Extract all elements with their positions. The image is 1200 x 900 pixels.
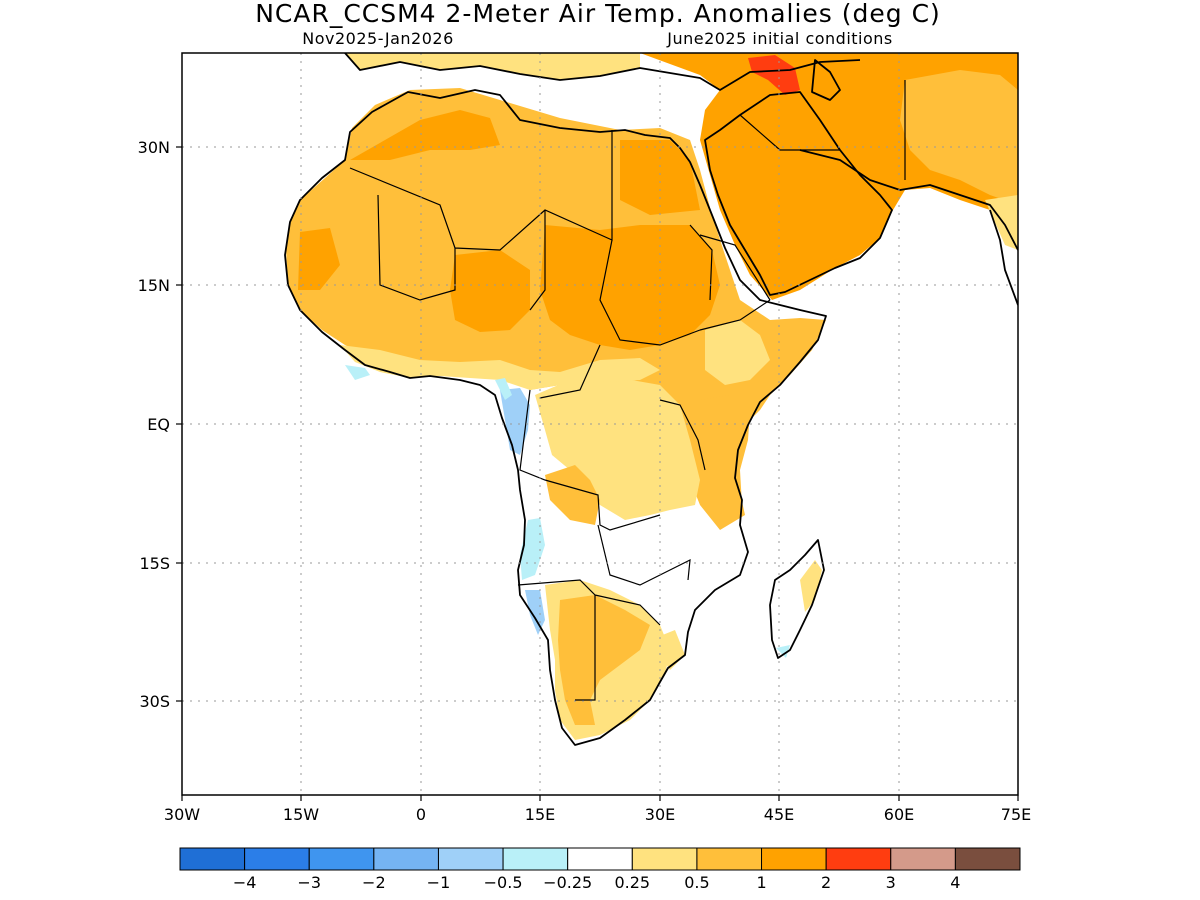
anomaly-region-guinea-coast [340,345,660,390]
figure-title: NCAR_CCSM4 2-Meter Air Temp. Anomalies (… [255,0,941,28]
colorbar-swatch [696,847,763,871]
border-lines [349,80,906,701]
anomaly-region-sahel-west [298,228,340,290]
colorbar-label: 4 [950,873,960,892]
colorbar-swatch [631,847,698,871]
colorbar-swatch [825,847,892,871]
colorbar-swatch [761,847,827,871]
colorbar-swatch [890,847,956,871]
colorbar-label: 0.5 [684,873,709,892]
anomaly-region-namibia-coast [525,590,545,635]
colorbar-swatch [567,847,633,871]
colorbar-label: 2 [821,873,831,892]
colorbar-label: −0.25 [543,873,592,892]
initial-conditions-label: June2025 initial conditions [666,29,893,48]
lon-tick-label: 30W [164,805,200,824]
country-borders [349,80,906,701]
gridlines [182,53,1018,795]
colorbar-label: −1 [427,873,451,892]
anomaly-region-niger [450,250,530,332]
lat-tick-label: 30S [139,692,170,711]
anomaly-region-ethiopia [705,320,770,385]
lon-tick-label: 15E [525,805,555,824]
colorbar: −4 −3 −2 −1 −0.5 −0.25 0.25 0.5 1 2 3 4 [179,847,1021,892]
anomaly-region-sudan [540,225,720,350]
colorbar-swatch [373,847,439,871]
iran-coastline [799,149,1018,251]
map-area [182,53,1018,795]
colorbar-label: −0.5 [484,873,523,892]
colorbar-swatch [954,847,1021,871]
lon-tick-label: 45E [764,805,794,824]
mediterranean-north-coast [344,53,861,91]
anomaly-shading [286,53,1018,740]
anomaly-region-liberia [345,365,370,380]
africa-coastline [284,89,827,746]
anomaly-region-madagascar [800,560,822,612]
lon-tick-label: 0 [416,805,426,824]
colorbar-label: 1 [756,873,766,892]
colorbar-swatch [179,847,246,871]
anomaly-region-caucasus [748,55,800,95]
lat-tick-label: 15N [138,276,170,295]
coastlines [284,53,1018,746]
colorbar-label: −3 [297,873,321,892]
lon-tick-label: 15W [283,805,319,824]
lon-tick-label: 30E [645,805,675,824]
madagascar-coastline [769,539,825,659]
anomaly-region-mozambique [650,630,685,670]
colorbar-label: −2 [362,873,386,892]
anomaly-region-libya-egypt [620,140,700,215]
anomaly-region-angola [545,465,600,525]
colorbar-swatch [437,847,504,871]
india-coastline [989,209,1018,306]
tick-marks [176,146,1019,801]
colorbar-label: 3 [886,873,896,892]
colorbar-swatch [308,847,375,871]
anomaly-region-botswana [558,595,650,725]
anomaly-region-madagascar-south [776,645,790,658]
caspian-coastline [811,59,841,101]
anomaly-region-europe [345,53,640,80]
arabia-coastline [704,91,893,296]
anomaly-region-angola-coast [520,518,545,580]
anomaly-region-cameroon-coast [495,378,512,400]
colorbar-swatch [502,847,569,871]
colorbar-label: −4 [233,873,257,892]
anomaly-region-east-africa [698,395,750,525]
lat-tick-label: 30N [138,138,170,157]
anomaly-region-central-africa [535,378,700,520]
colorbar-swatch [244,847,310,871]
lon-tick-label: 75E [1001,805,1031,824]
lat-tick-label: EQ [147,415,170,434]
colorbar-label: 0.25 [614,873,650,892]
lon-tick-label: 60E [884,805,914,824]
lat-tick-label: 15S [139,554,170,573]
anomaly-region-iran [900,70,1018,205]
anomaly-region-gabon [500,388,530,455]
valid-period-label: Nov2025-Jan2026 [302,29,454,48]
